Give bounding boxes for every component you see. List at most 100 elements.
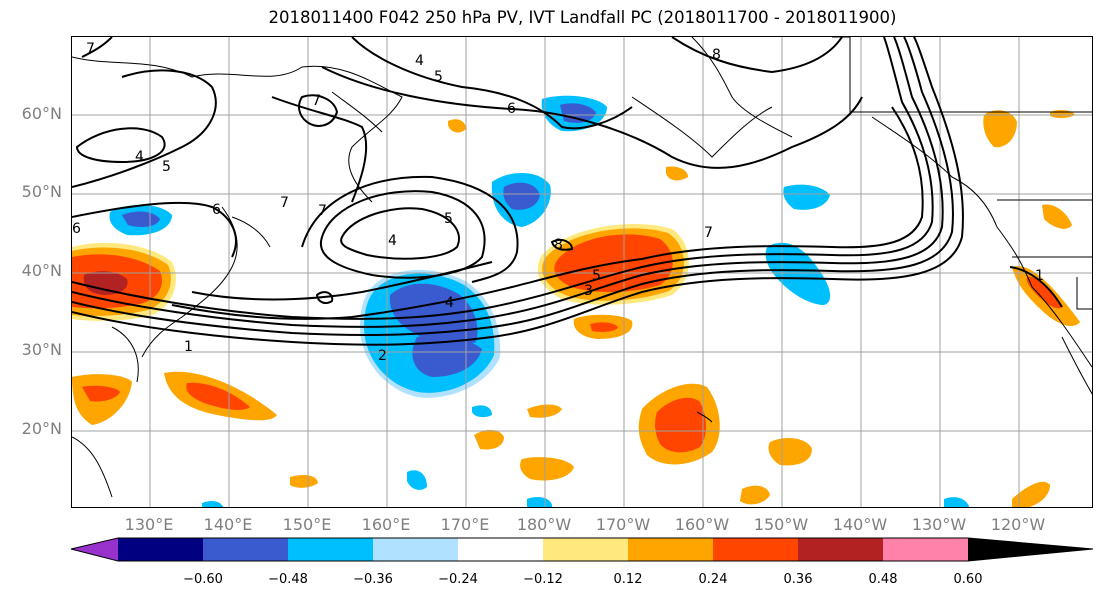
- contour-west-6: [72, 201, 237, 258]
- lon-label-160w: 160°W: [674, 515, 730, 534]
- contour-label-2-c: 2: [378, 348, 387, 364]
- pv-negative-shading-layer: [109, 95, 970, 507]
- shading-negative-central-inner-2: [412, 335, 482, 377]
- contour-jet-4: [72, 37, 934, 320]
- colorbar-tick-7: 0.24: [698, 572, 728, 587]
- map-title: 2018011400 F042 250 hPa PV, IVT Landfall…: [268, 8, 897, 27]
- contour-east-8: [550, 239, 574, 251]
- lon-label-170e: 170°E: [440, 515, 490, 534]
- lon-label-160e: 160°E: [361, 515, 411, 534]
- contour-label-3-c: 3: [584, 283, 593, 299]
- lon-label-180w: 180°W: [516, 515, 572, 534]
- shading-negative-north-2-core: [560, 103, 596, 123]
- contour-label-7-c: 7: [704, 225, 713, 241]
- shading-positive-small-2: [768, 437, 812, 466]
- contour-label-7-nw: 7: [86, 41, 95, 57]
- colorbar-bin-9: [798, 538, 883, 561]
- contour-label-4-w: 4: [135, 149, 144, 165]
- contour-label-4-low: 4: [388, 233, 397, 249]
- contour-west-4: [75, 127, 166, 164]
- shading-negative-small-2: [407, 470, 427, 490]
- contour-label-6-w: 6: [212, 202, 221, 218]
- colorbar-bin-7: [628, 538, 713, 561]
- shading-positive-ne-4: [448, 119, 466, 133]
- shading-positive-west-max: [83, 271, 128, 295]
- contour-west-7: [81, 37, 113, 58]
- colorbar-tick-8: 0.36: [783, 572, 813, 587]
- contour-low-4: [340, 207, 460, 260]
- colorbar-bin-3: [288, 538, 373, 561]
- contour-label-1-w: 1: [184, 339, 193, 355]
- contour-label-7-nwring: 7: [312, 93, 321, 109]
- colorbar: [70, 537, 1094, 562]
- contour-label-6-edge: 6: [72, 221, 81, 237]
- lon-label-140e: 140°E: [203, 515, 253, 534]
- colorbar-tick-4: −0.24: [438, 572, 478, 587]
- coastlines: [72, 37, 1092, 498]
- shading-negative-east-1: [765, 242, 831, 305]
- lon-label-170w: 170°W: [595, 515, 651, 534]
- shading-positive-hawaii-core: [655, 397, 706, 453]
- contour-west-5: [72, 69, 217, 188]
- contour-label-5-low: 5: [444, 211, 453, 227]
- contour-east-7: [1009, 266, 1063, 308]
- lon-label-120w: 120°W: [990, 515, 1046, 534]
- colorbar-tick-9: 0.48: [868, 572, 898, 587]
- contour-north-7: [271, 96, 368, 203]
- contour-jet-3: [72, 37, 944, 328]
- contour-north-8: [671, 37, 843, 74]
- contour-label-8-c: 8: [554, 237, 563, 253]
- colorbar-bin-4: [373, 538, 458, 561]
- colorbar-bin-5: [458, 538, 543, 561]
- lon-label-140w: 140°W: [832, 515, 888, 534]
- lon-label-150w: 150°W: [753, 515, 809, 534]
- lat-label-60n: 60°N: [21, 104, 62, 123]
- contour-low-5: [319, 190, 486, 279]
- shading-positive-small-6: [290, 475, 318, 488]
- contour-low-6: [301, 175, 519, 283]
- contour-label-5-w: 5: [162, 159, 171, 175]
- lon-label-150e: 150°E: [282, 515, 332, 534]
- pv-contours: [72, 37, 1063, 346]
- shading-positive-ne-3: [1042, 204, 1072, 229]
- contour-label-1-e: 1: [1035, 268, 1044, 284]
- contour-label-6-n: 6: [507, 101, 516, 117]
- contour-label-5-c: 5: [592, 268, 601, 284]
- contour-label-5-n: 5: [434, 69, 443, 85]
- graticule: [72, 37, 1092, 507]
- shading-positive-small-8: [1012, 481, 1050, 507]
- shading-positive-small-1-core: [590, 322, 618, 332]
- lat-label-50n: 50°N: [21, 182, 62, 201]
- shading-negative-small-4: [202, 501, 224, 507]
- lat-label-30n: 30°N: [21, 340, 62, 359]
- shading-negative-north-1-core: [503, 182, 540, 210]
- colorbar-bin-6: [543, 538, 628, 561]
- shading-positive-ne-2-core: [1026, 276, 1062, 309]
- colorbar-outline: [70, 537, 1094, 562]
- contour-jet-5: [171, 106, 924, 320]
- lat-label-40n: 40°N: [21, 261, 62, 280]
- colorbar-tick-2: −0.48: [268, 572, 308, 587]
- colorbar-bin-8: [713, 538, 798, 561]
- lon-label-130e: 130°E: [124, 515, 174, 534]
- shading-positive-south-1-core: [186, 382, 250, 410]
- contour-north-6: [321, 66, 863, 169]
- contour-label-7-ring: 7: [318, 203, 327, 219]
- colorbar-tick-1: −0.60: [183, 572, 223, 587]
- colorbar-bin-2: [203, 538, 288, 561]
- shading-positive-small-4: [474, 429, 504, 450]
- colorbar-tick-6: 0.12: [613, 572, 643, 587]
- contour-jet-2: [72, 37, 954, 336]
- contour-labels-layer: 7 4 5 6 8 7 4 5 6 7 5 4 8 7 5 3 4 2 1 6 …: [72, 41, 1044, 364]
- shading-negative-east-2: [783, 184, 830, 210]
- contour-label-4-c: 4: [445, 295, 454, 311]
- shading-positive-small-3: [520, 457, 574, 481]
- shading-positive-ne-6: [1050, 110, 1075, 119]
- colorbar-bin-10: [883, 538, 968, 561]
- contour-label-7-w: 7: [280, 195, 289, 211]
- colorbar-tick-10: 0.60: [953, 572, 983, 587]
- contour-jet-1: [72, 37, 964, 346]
- contour-north-5: [351, 37, 633, 130]
- map-canvas: 7 4 5 6 8 7 4 5 6 7 5 4 8 7 5 3 4 2 1 6 …: [72, 37, 1092, 507]
- contour-label-8-n: 8: [712, 47, 721, 63]
